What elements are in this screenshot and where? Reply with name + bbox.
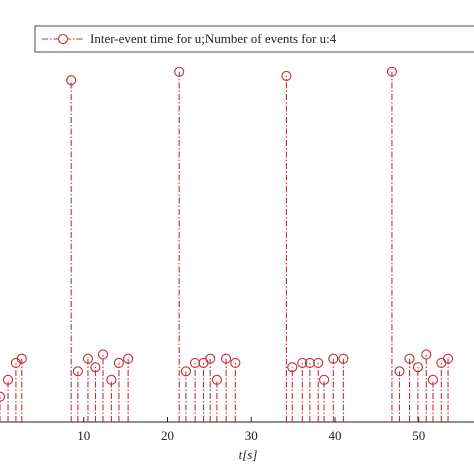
x-tick-label: 20 (161, 428, 174, 443)
stem-marker (123, 353, 134, 364)
x-tick-label: 50 (412, 428, 425, 443)
stem-marker (281, 70, 292, 82)
stem-marker (412, 362, 423, 373)
stem-marker (90, 362, 101, 373)
stem-marker (427, 374, 439, 385)
x-axis-label: t[s] (239, 447, 258, 462)
stem-marker (0, 391, 6, 402)
stem-marker (2, 374, 14, 385)
stem-marker (82, 353, 93, 364)
stem-marker (287, 362, 298, 373)
x-tick-label: 10 (77, 428, 90, 443)
x-tick-label: 30 (245, 428, 258, 443)
stem-marker (338, 353, 349, 364)
legend: Inter-event time for u;Number of events … (34, 25, 474, 53)
stem-marker (113, 357, 124, 368)
stem-marker (180, 366, 191, 377)
stem-marker (221, 353, 232, 364)
stem-marker (211, 374, 222, 385)
stem-marker (304, 357, 315, 368)
stem-marker (386, 66, 397, 77)
stem-marker (328, 353, 339, 364)
stem-marker (66, 75, 77, 86)
legend-marker (57, 33, 69, 45)
stem-marker (205, 353, 216, 364)
stem-marker (319, 374, 330, 385)
stem-marker (394, 366, 405, 377)
stem-marker (421, 349, 432, 360)
stem-marker (16, 353, 27, 364)
stem-marker (72, 366, 83, 377)
x-tick-label: 40 (328, 428, 341, 443)
stem-marker (174, 66, 185, 77)
legend-label: Inter-event time for u;Number of events … (90, 31, 337, 46)
stem-marker (297, 357, 308, 368)
stem-marker (230, 357, 241, 368)
stem-marker (106, 374, 117, 385)
stem-marker (97, 349, 109, 360)
stem-marker (404, 353, 415, 364)
stem-marker (313, 357, 324, 368)
stem-marker (190, 357, 201, 368)
stem-marker (442, 353, 454, 364)
legend-box (34, 25, 474, 53)
